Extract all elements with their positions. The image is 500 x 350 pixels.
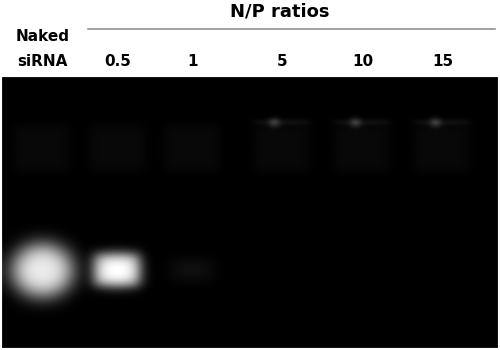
Text: 0.5: 0.5 [104,54,131,69]
Text: siRNA: siRNA [18,54,68,69]
Text: 10: 10 [352,54,373,69]
Text: 5: 5 [277,54,288,69]
Text: Naked: Naked [16,29,70,44]
Text: 15: 15 [432,54,453,69]
Text: 1: 1 [187,54,198,69]
Text: N/P ratios: N/P ratios [230,2,330,20]
